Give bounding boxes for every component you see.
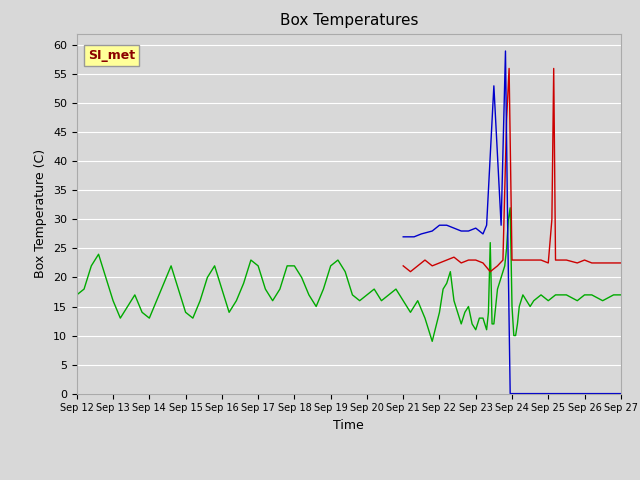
LGR Cell T — [537, 391, 545, 396]
CR1000 Panel T — [443, 257, 451, 263]
CR1000 Panel T — [580, 257, 588, 263]
LGR Cell T — [573, 391, 581, 396]
Line: Tower Air T: Tower Air T — [77, 208, 621, 341]
CR1000 Panel T — [406, 269, 414, 275]
LGR Cell T — [502, 48, 509, 54]
LGR Cell T — [563, 391, 570, 396]
CR1000 Panel T — [599, 260, 607, 266]
Tower Air T — [160, 280, 168, 286]
CR1000 Panel T — [573, 260, 581, 266]
CR1000 Panel T — [508, 257, 516, 263]
LGR Cell T — [519, 391, 527, 396]
CR1000 Panel T — [458, 260, 465, 266]
LGR Cell T — [497, 222, 505, 228]
LGR Cell T — [428, 228, 436, 234]
CR1000 Panel T — [399, 263, 407, 269]
CR1000 Panel T — [486, 269, 494, 275]
LGR Cell T — [526, 391, 534, 396]
CR1000 Panel T — [421, 257, 429, 263]
Text: SI_met: SI_met — [88, 49, 135, 62]
CR1000 Panel T — [479, 260, 487, 266]
Y-axis label: Box Temperature (C): Box Temperature (C) — [35, 149, 47, 278]
CR1000 Panel T — [511, 257, 519, 263]
LGR Cell T — [465, 228, 472, 234]
LGR Cell T — [450, 225, 458, 231]
Line: CR1000 Panel T: CR1000 Panel T — [403, 69, 621, 272]
LGR Cell T — [436, 222, 444, 228]
LGR Cell T — [417, 231, 425, 237]
LGR Cell T — [490, 83, 498, 89]
CR1000 Panel T — [505, 66, 513, 72]
Tower Air T — [182, 310, 189, 315]
Tower Air T — [486, 240, 494, 245]
LGR Cell T — [410, 234, 418, 240]
LGR Cell T — [552, 391, 559, 396]
CR1000 Panel T — [436, 260, 444, 266]
Tower Air T — [211, 263, 218, 269]
CR1000 Panel T — [428, 263, 436, 269]
Tower Air T — [428, 338, 436, 344]
LGR Cell T — [591, 391, 599, 396]
LGR Cell T — [617, 391, 625, 396]
LGR Cell T — [483, 222, 490, 228]
CR1000 Panel T — [610, 260, 618, 266]
CR1000 Panel T — [545, 260, 552, 266]
CR1000 Panel T — [588, 260, 596, 266]
X-axis label: Time: Time — [333, 419, 364, 432]
Tower Air T — [510, 333, 518, 338]
LGR Cell T — [508, 391, 516, 396]
LGR Cell T — [458, 228, 465, 234]
LGR Cell T — [580, 391, 588, 396]
Line: LGR Cell T: LGR Cell T — [403, 51, 621, 394]
CR1000 Panel T — [450, 254, 458, 260]
LGR Cell T — [512, 391, 520, 396]
LGR Cell T — [479, 231, 487, 237]
Tower Air T — [506, 205, 514, 211]
CR1000 Panel T — [550, 66, 557, 72]
LGR Cell T — [510, 391, 518, 396]
Tower Air T — [406, 310, 414, 315]
Tower Air T — [73, 292, 81, 298]
LGR Cell T — [399, 234, 407, 240]
LGR Cell T — [545, 391, 552, 396]
CR1000 Panel T — [617, 260, 625, 266]
LGR Cell T — [443, 222, 451, 228]
LGR Cell T — [515, 391, 523, 396]
Tower Air T — [617, 292, 625, 298]
CR1000 Panel T — [465, 257, 472, 263]
Title: Box Temperatures: Box Temperatures — [280, 13, 418, 28]
LGR Cell T — [472, 225, 479, 231]
CR1000 Panel T — [503, 118, 511, 123]
CR1000 Panel T — [414, 263, 422, 269]
CR1000 Panel T — [499, 257, 507, 263]
CR1000 Panel T — [537, 257, 545, 263]
LGR Cell T — [602, 391, 610, 396]
CR1000 Panel T — [548, 216, 556, 222]
CR1000 Panel T — [563, 257, 570, 263]
CR1000 Panel T — [472, 257, 479, 263]
Legend: CR1000 Panel T, LGR Cell T, Tower Air T: CR1000 Panel T, LGR Cell T, Tower Air T — [170, 477, 528, 480]
CR1000 Panel T — [526, 257, 534, 263]
CR1000 Panel T — [493, 263, 501, 269]
LGR Cell T — [476, 228, 483, 234]
LGR Cell T — [506, 391, 514, 396]
LGR Cell T — [504, 222, 511, 228]
CR1000 Panel T — [552, 257, 559, 263]
